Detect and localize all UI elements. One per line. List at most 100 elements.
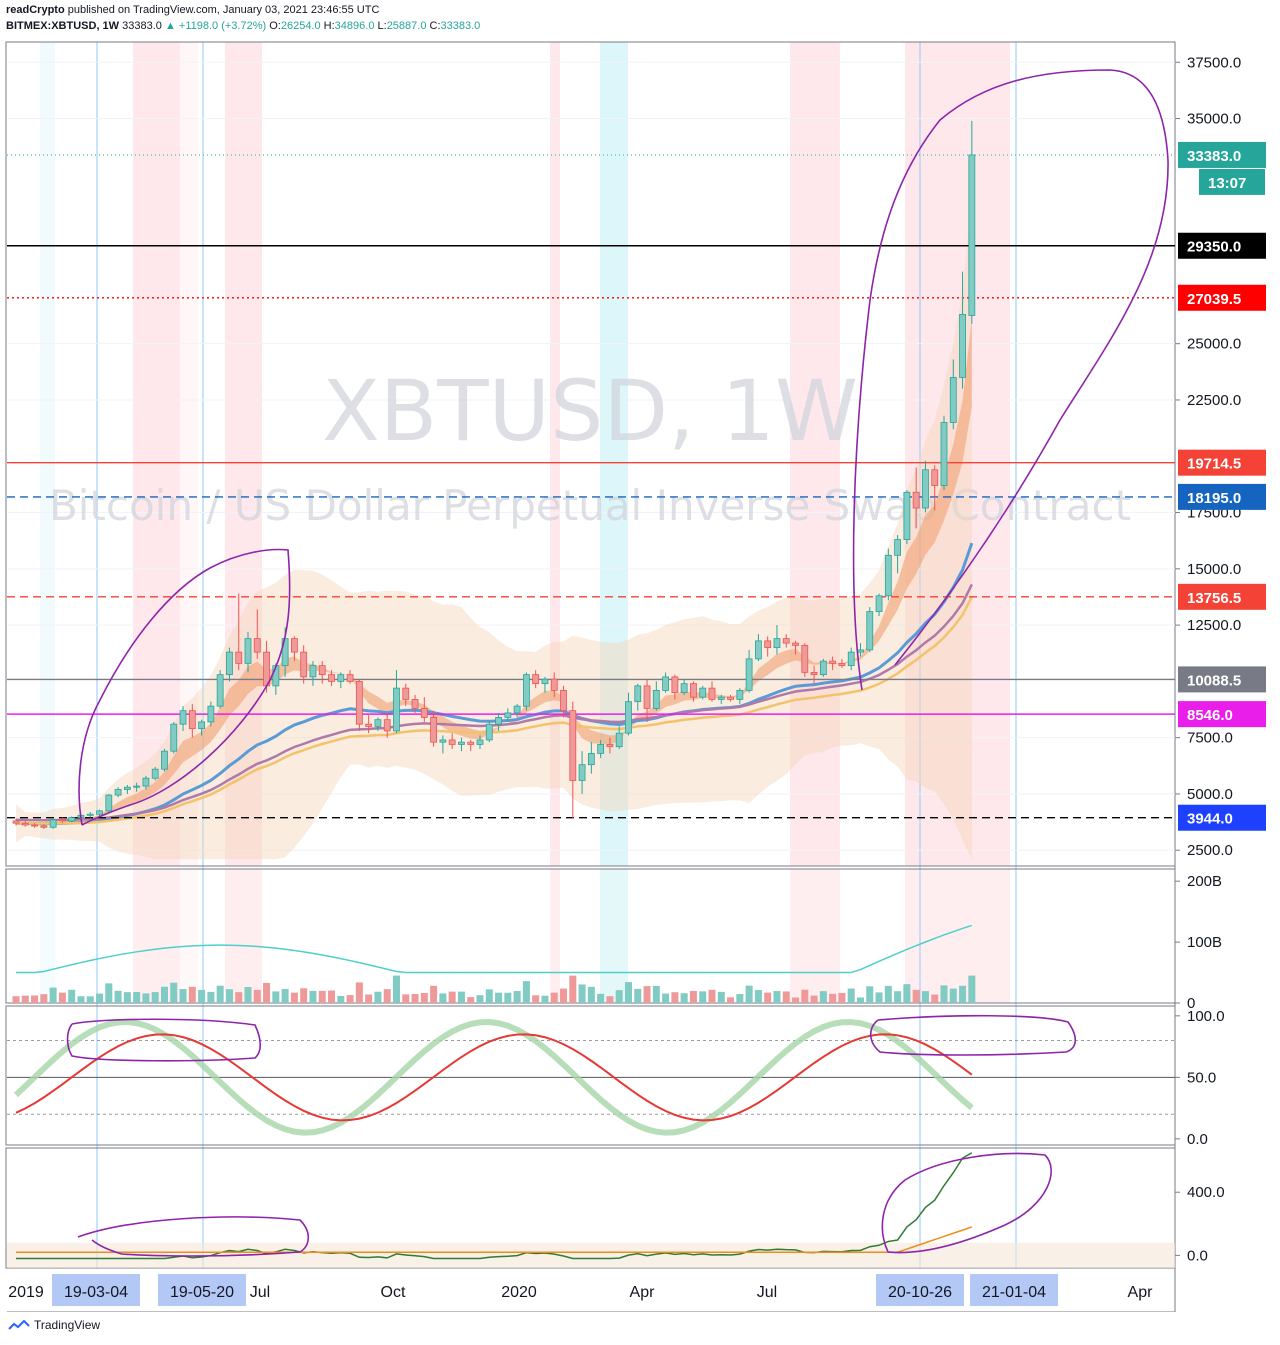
highlight-band-volume bbox=[905, 869, 1010, 1003]
level-label: 3944.0 bbox=[1187, 811, 1233, 828]
candle bbox=[346, 670, 354, 684]
candle bbox=[328, 670, 335, 686]
volume-bar bbox=[801, 989, 809, 1003]
volume-bar bbox=[392, 975, 400, 1003]
volume-bar bbox=[782, 991, 790, 1003]
tradingview-logo-icon bbox=[8, 1319, 30, 1330]
volume-bar bbox=[838, 992, 846, 1003]
candle-body bbox=[541, 678, 549, 685]
background-layer bbox=[40, 42, 1017, 1268]
volume-bar bbox=[866, 986, 874, 1003]
candle bbox=[40, 824, 48, 829]
candle bbox=[959, 271, 966, 389]
publisher-name[interactable]: readCrypto bbox=[6, 4, 65, 16]
candle bbox=[142, 775, 150, 790]
candle-body bbox=[346, 674, 354, 682]
volume-bar bbox=[374, 991, 382, 1003]
candle bbox=[411, 694, 419, 713]
candle-body bbox=[244, 638, 252, 664]
oscillator-line bbox=[16, 1152, 973, 1260]
volume-bar bbox=[940, 985, 948, 1003]
volume-bar bbox=[968, 975, 976, 1003]
candle-body bbox=[523, 674, 530, 707]
stoch-tick-label: 0.0 bbox=[1187, 1131, 1208, 1148]
chart-canvas[interactable]: XBTUSD, 1W Bitcoin / US Dollar Perpetual… bbox=[0, 36, 1280, 1312]
candle bbox=[523, 672, 530, 711]
candle bbox=[12, 818, 20, 826]
candle bbox=[578, 751, 586, 794]
date-badge bbox=[52, 1274, 140, 1306]
volume-bar bbox=[318, 990, 326, 1003]
change-value: ▲ +1198.0 (+3.72%) bbox=[164, 20, 267, 32]
tradingview-footer[interactable]: TradingView bbox=[8, 1318, 100, 1332]
volume-bar bbox=[689, 990, 697, 1003]
candle-body bbox=[68, 817, 76, 822]
volume-bar bbox=[912, 989, 920, 1003]
price-tick-label: 25000.0 bbox=[1187, 336, 1241, 353]
time-axis-label: 2019 bbox=[8, 1284, 44, 1301]
stoch-d-line bbox=[15, 1033, 973, 1122]
candle-body bbox=[708, 687, 716, 700]
candle-body bbox=[31, 824, 38, 827]
candle-body bbox=[912, 491, 920, 509]
candle-body bbox=[699, 687, 707, 698]
watermark-symbol: XBTUSD, 1W bbox=[322, 362, 858, 460]
candle bbox=[365, 715, 373, 734]
volume-bar bbox=[225, 989, 233, 1003]
watermark-layer: XBTUSD, 1W Bitcoin / US Dollar Perpetual… bbox=[49, 362, 1131, 530]
volume-bar bbox=[105, 983, 113, 1003]
volume-bar bbox=[597, 993, 605, 1003]
volume-bar bbox=[699, 991, 707, 1003]
symbol-label[interactable]: BITMEX:XBTUSD, 1W bbox=[6, 20, 120, 32]
candle bbox=[838, 658, 846, 668]
candle-body bbox=[198, 721, 206, 730]
volume-tick-label: 100B bbox=[1187, 934, 1222, 951]
ohlc-legend: BITMEX:XBTUSD, 1W 33383.0 ▲ +1198.0 (+3.… bbox=[6, 20, 481, 32]
candle bbox=[467, 739, 475, 752]
volume-bar bbox=[587, 986, 595, 1003]
volume-bar bbox=[671, 992, 679, 1003]
highlight-band-volume bbox=[133, 869, 180, 1003]
candle bbox=[708, 681, 716, 702]
last-price-badge bbox=[1178, 141, 1266, 168]
candle bbox=[485, 721, 493, 743]
candle-body bbox=[532, 674, 540, 685]
level-label-badge bbox=[1178, 284, 1266, 311]
candle-body bbox=[736, 689, 744, 700]
price-tick-label: 2500.0 bbox=[1187, 842, 1233, 859]
pane-frame bbox=[5, 1005, 1176, 1146]
candle bbox=[235, 593, 243, 671]
volume-bar bbox=[337, 995, 345, 1003]
low-value: 25887.0 bbox=[386, 20, 427, 32]
candle-body bbox=[931, 469, 939, 486]
candle-body bbox=[253, 638, 261, 653]
volume-bar bbox=[58, 992, 66, 1003]
volume-bar bbox=[717, 991, 725, 1003]
candle bbox=[560, 685, 567, 718]
candle bbox=[690, 681, 697, 702]
candle bbox=[866, 607, 874, 653]
candle-body bbox=[875, 595, 883, 612]
volume-bar bbox=[207, 991, 215, 1003]
volume-bar bbox=[606, 996, 614, 1003]
candle-body bbox=[680, 683, 688, 694]
candle bbox=[383, 712, 391, 738]
countdown-badge bbox=[1199, 168, 1265, 195]
highlight-band-volume bbox=[550, 869, 560, 1003]
candle-body bbox=[652, 689, 660, 709]
volume-bar bbox=[123, 992, 131, 1003]
candle-body bbox=[402, 687, 410, 700]
candle bbox=[253, 609, 261, 659]
last-price-label: 33383.0 bbox=[1187, 148, 1241, 165]
highlight-band bbox=[550, 42, 560, 866]
candle bbox=[216, 670, 224, 709]
candle bbox=[420, 697, 428, 722]
volume-bar bbox=[485, 989, 493, 1003]
level-label-badge bbox=[1178, 666, 1266, 693]
candle-body bbox=[717, 696, 725, 700]
candle-body bbox=[170, 723, 178, 752]
candle bbox=[894, 535, 901, 574]
volume-bar bbox=[244, 987, 252, 1003]
candle-body bbox=[123, 786, 131, 790]
candle bbox=[68, 816, 76, 823]
